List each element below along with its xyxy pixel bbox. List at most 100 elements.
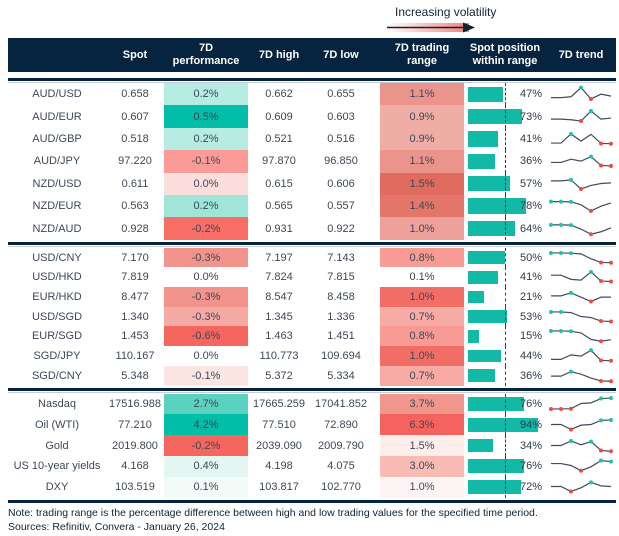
low-dot-icon bbox=[609, 448, 613, 453]
low-dot-icon bbox=[579, 469, 583, 474]
spot-value: 0.563 bbox=[121, 200, 149, 213]
low-dot-icon bbox=[569, 427, 573, 432]
table-row: AUD/EUR 0.607 0.5% 0.609 0.603 0.9% 73% bbox=[8, 105, 616, 128]
range-cell: 0.8% bbox=[380, 247, 464, 268]
range-cell: 1.0% bbox=[380, 476, 464, 498]
high-dot-icon bbox=[549, 199, 553, 204]
trend-sparkline-chart bbox=[551, 348, 613, 363]
pair-label: SGD/CNY bbox=[31, 369, 83, 382]
table-row: DXY 103.519 0.1% 103.817 102.770 1.0% 72% bbox=[8, 476, 616, 498]
low-dot-icon bbox=[589, 97, 593, 102]
high-value: 4.198 bbox=[265, 460, 293, 473]
perf-cell: 0.2% bbox=[164, 127, 248, 151]
high-dot-icon bbox=[569, 222, 573, 227]
low-dot-icon bbox=[599, 358, 603, 363]
table-row: AUD/USD 0.658 0.2% 0.662 0.655 1.1% 47% bbox=[8, 83, 616, 106]
trend-sparkline-chart bbox=[549, 395, 613, 411]
perf-cell: -0.6% bbox=[164, 326, 248, 347]
pair-label: SGD/JPY bbox=[33, 350, 81, 363]
position-bar-cell: 94% bbox=[468, 414, 542, 436]
trend-sparkline-chart bbox=[549, 222, 612, 236]
low-dot-icon bbox=[599, 447, 603, 452]
low-value: 102.770 bbox=[321, 481, 361, 494]
table-row: SGD/CNY 5.348 -0.1% 5.372 5.334 0.7% 36% bbox=[8, 365, 616, 386]
perf-cell: -0.2% bbox=[164, 217, 248, 240]
position-label: 78% bbox=[519, 200, 542, 213]
table-row: NZD/USD 0.611 0.0% 0.615 0.606 1.5% 57% bbox=[8, 172, 616, 195]
position-label: 76% bbox=[519, 397, 542, 410]
position-bar-cell: 78% bbox=[468, 194, 542, 218]
trend-sparkline-chart bbox=[551, 369, 613, 383]
position-bar-cell: 53% bbox=[468, 306, 542, 327]
low-value: 1.336 bbox=[327, 310, 355, 323]
volatility-arrow-icon bbox=[387, 22, 475, 33]
high-value: 1.345 bbox=[265, 310, 293, 323]
volatility-legend: Increasing volatility bbox=[385, 5, 565, 33]
table-row: NZD/EUR 0.563 0.2% 0.565 0.557 1.4% 78% bbox=[8, 194, 616, 218]
perf-cell: 0.0% bbox=[164, 346, 248, 366]
high-value: 1.463 bbox=[265, 330, 293, 343]
high-dot-icon bbox=[589, 154, 593, 159]
perf-cell: -0.2% bbox=[164, 435, 248, 456]
high-value: 0.931 bbox=[265, 222, 293, 235]
table-row: AUD/GBP 0.518 0.2% 0.521 0.516 0.9% 41% bbox=[8, 127, 616, 151]
position-bar bbox=[468, 131, 499, 147]
high-dot-icon bbox=[589, 480, 593, 485]
midpoint-line bbox=[505, 393, 506, 415]
table-block-2: USD/CNY 7.170 -0.3% 7.197 7.143 0.8% 50% USD/HK… bbox=[0, 247, 619, 386]
low-dot-icon bbox=[599, 279, 603, 284]
trend-sparkline-chart bbox=[551, 417, 613, 432]
spot-value: 77.210 bbox=[118, 418, 152, 431]
low-dot-icon bbox=[569, 406, 573, 411]
spot-value: 0.658 bbox=[121, 88, 149, 101]
table-row: EUR/HKD 8.477 -0.3% 8.547 8.458 1.0% 21% bbox=[8, 287, 616, 307]
trend-sparkline bbox=[546, 366, 616, 386]
position-bar bbox=[468, 397, 525, 411]
low-dot-icon bbox=[609, 378, 613, 383]
perf-cell: -0.3% bbox=[164, 247, 248, 268]
trend-sparkline bbox=[546, 346, 616, 366]
col-header-spot: Spot bbox=[122, 48, 148, 61]
trend-sparkline-chart bbox=[549, 309, 613, 324]
footer: Note: trading range is the percentage di… bbox=[8, 506, 619, 534]
low-value: 8.458 bbox=[327, 290, 355, 303]
position-bar-cell: 41% bbox=[468, 267, 542, 288]
high-dot-icon bbox=[559, 250, 563, 255]
position-bar bbox=[468, 349, 501, 363]
position-label: 94% bbox=[519, 418, 542, 431]
high-dot-icon bbox=[599, 458, 603, 463]
range-cell: 1.0% bbox=[380, 217, 464, 240]
spot-value: 1.453 bbox=[121, 330, 149, 343]
low-value: 109.694 bbox=[321, 350, 361, 363]
range-cell: 1.0% bbox=[380, 346, 464, 366]
position-bar-cell: 34% bbox=[468, 435, 542, 456]
trend-sparkline bbox=[546, 248, 616, 268]
midpoint-line bbox=[505, 127, 506, 151]
position-bar bbox=[468, 220, 516, 237]
trend-sparkline-chart bbox=[549, 329, 612, 344]
high-dot-icon bbox=[569, 250, 573, 255]
pair-label: AUD/GBP bbox=[32, 132, 82, 145]
position-bar bbox=[468, 176, 511, 192]
position-bar-cell: 47% bbox=[468, 83, 542, 106]
trend-sparkline-chart bbox=[551, 438, 613, 453]
high-value: 103.817 bbox=[259, 481, 299, 494]
pair-label: NZD/EUR bbox=[32, 200, 82, 213]
low-dot-icon bbox=[599, 163, 603, 168]
position-bar-cell: 44% bbox=[468, 346, 542, 366]
perf-cell: 0.0% bbox=[164, 267, 248, 288]
trend-sparkline bbox=[546, 307, 616, 327]
midpoint-line bbox=[505, 455, 506, 477]
position-bar-cell: 76% bbox=[468, 455, 542, 477]
low-value: 0.606 bbox=[327, 177, 355, 190]
table-row: USD/HKD 7.819 0.0% 7.824 7.815 0.1% 41% bbox=[8, 267, 616, 288]
high-value: 17665.259 bbox=[253, 397, 305, 410]
table-row: NZD/AUD 0.928 -0.2% 0.931 0.922 1.0% 64% bbox=[8, 217, 616, 240]
position-label: 41% bbox=[519, 132, 542, 145]
table-header: Spot 7D performance 7D high 7D low 7D tradin… bbox=[8, 38, 616, 72]
high-value: 110.773 bbox=[259, 350, 299, 363]
high-value: 77.510 bbox=[262, 418, 296, 431]
high-dot-icon bbox=[559, 222, 563, 227]
table-row: US 10-year yields 4.168 0.4% 4.198 4.075 3.0%… bbox=[8, 455, 616, 477]
high-value: 8.547 bbox=[265, 290, 293, 303]
